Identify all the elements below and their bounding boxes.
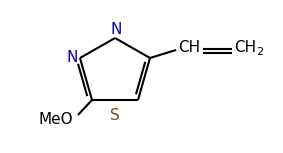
Text: CH: CH [234, 41, 256, 56]
Text: MeO: MeO [38, 112, 73, 127]
Text: N: N [67, 50, 78, 65]
Text: N: N [110, 22, 122, 37]
Text: S: S [110, 108, 120, 123]
Text: 2: 2 [256, 47, 263, 57]
Text: CH: CH [178, 41, 200, 56]
